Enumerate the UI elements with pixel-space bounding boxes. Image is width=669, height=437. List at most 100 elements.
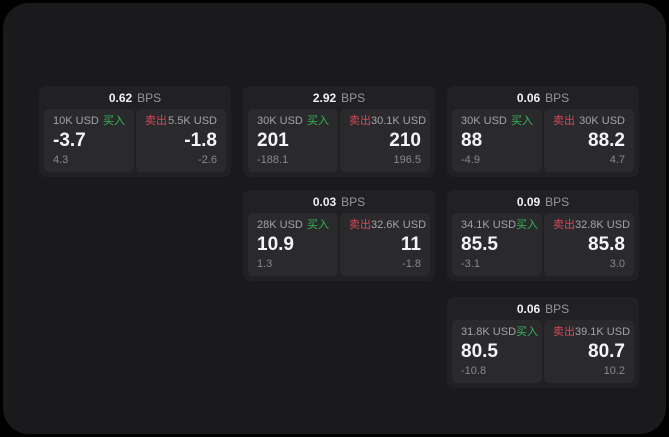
buy-panel[interactable]: 28K USD 买入 10.9 1.3 bbox=[248, 213, 338, 276]
buy-delta: -188.1 bbox=[257, 154, 289, 166]
buy-panel[interactable]: 34.1K USD 买入 85.5 -3.1 bbox=[452, 213, 542, 276]
bps-value: 0.06 bbox=[516, 301, 541, 316]
sell-top-row: 卖出 32.6K USD bbox=[349, 219, 426, 232]
card-body: 34.1K USD 买入 85.5 -3.1 卖出 32.8K USD 85.8… bbox=[452, 213, 634, 276]
buy-amount: 28K USD bbox=[257, 219, 303, 231]
sell-delta: 3.0 bbox=[609, 258, 625, 270]
quote-card[interactable]: 0.06 BPS 30K USD 买入 88 -4.9 卖出 30K USD 8… bbox=[447, 86, 639, 177]
buy-top-row: 30K USD 买入 bbox=[461, 115, 533, 128]
quote-card[interactable]: 0.06 BPS 31.8K USD 买入 80.5 -10.8 卖出 39.1… bbox=[447, 297, 639, 388]
sell-panel[interactable]: 卖出 32.8K USD 85.8 3.0 bbox=[544, 213, 634, 276]
sell-top-row: 卖出 5.5K USD bbox=[145, 115, 217, 128]
bps-header: 2.92 BPS bbox=[248, 86, 430, 109]
buy-amount: 30K USD bbox=[461, 115, 507, 127]
buy-amount: 30K USD bbox=[257, 115, 303, 127]
buy-amount: 31.8K USD bbox=[461, 326, 517, 338]
sell-amount: 39.1K USD bbox=[575, 326, 631, 338]
buy-side-label: 买入 bbox=[103, 115, 125, 127]
quote-card[interactable]: 0.62 BPS 10K USD 买入 -3.7 4.3 卖出 5.5K USD… bbox=[39, 86, 231, 177]
buy-side-label: 买入 bbox=[516, 326, 539, 338]
sell-amount: 5.5K USD bbox=[168, 115, 217, 127]
sell-delta: -1.8 bbox=[402, 258, 421, 270]
bps-value: 0.09 bbox=[516, 194, 541, 209]
sell-amount: 32.8K USD bbox=[575, 219, 631, 231]
sell-panel[interactable]: 卖出 5.5K USD -1.8 -2.6 bbox=[136, 109, 226, 172]
bps-header: 0.09 BPS bbox=[452, 190, 634, 213]
card-body: 31.8K USD 买入 80.5 -10.8 卖出 39.1K USD 80.… bbox=[452, 320, 634, 383]
buy-price: 80.5 bbox=[461, 341, 498, 362]
quote-card[interactable]: 0.09 BPS 34.1K USD 买入 85.5 -3.1 卖出 32.8K… bbox=[447, 190, 639, 281]
buy-top-row: 28K USD 买入 bbox=[257, 219, 329, 232]
sell-side-label: 卖出 bbox=[553, 326, 575, 338]
buy-delta: -4.9 bbox=[461, 154, 480, 166]
sell-top-row: 卖出 30.1K USD bbox=[349, 115, 426, 128]
sell-side-label: 卖出 bbox=[349, 219, 371, 231]
sell-side-label: 卖出 bbox=[553, 219, 575, 231]
sell-side-label: 卖出 bbox=[553, 115, 575, 127]
buy-top-row: 30K USD 买入 bbox=[257, 115, 329, 128]
buy-panel[interactable]: 30K USD 买入 201 -188.1 bbox=[248, 109, 338, 172]
buy-side-label: 买入 bbox=[516, 219, 539, 231]
buy-panel[interactable]: 31.8K USD 买入 80.5 -10.8 bbox=[452, 320, 542, 383]
card-body: 30K USD 买入 88 -4.9 卖出 30K USD 88.2 4.7 bbox=[452, 109, 634, 172]
app-window: 0.62 BPS 10K USD 买入 -3.7 4.3 卖出 5.5K USD… bbox=[3, 3, 666, 434]
buy-delta: -10.8 bbox=[461, 365, 487, 377]
buy-delta: -3.1 bbox=[461, 258, 480, 270]
sell-panel[interactable]: 卖出 39.1K USD 80.7 10.2 bbox=[544, 320, 634, 383]
buy-top-row: 31.8K USD 买入 bbox=[461, 326, 538, 339]
bps-value: 2.92 bbox=[312, 90, 337, 105]
sell-amount: 30K USD bbox=[579, 115, 625, 127]
buy-side-label: 买入 bbox=[307, 219, 329, 231]
buy-price: 88 bbox=[461, 130, 483, 151]
sell-amount: 32.6K USD bbox=[371, 219, 427, 231]
sell-price: 85.8 bbox=[588, 234, 625, 255]
card-body: 10K USD 买入 -3.7 4.3 卖出 5.5K USD -1.8 -2.… bbox=[44, 109, 226, 172]
sell-delta: 4.7 bbox=[609, 154, 625, 166]
bps-unit: BPS bbox=[545, 90, 570, 105]
buy-top-row: 34.1K USD 买入 bbox=[461, 219, 538, 232]
sell-panel[interactable]: 卖出 30K USD 88.2 4.7 bbox=[544, 109, 634, 172]
bps-value: 0.06 bbox=[516, 90, 541, 105]
sell-top-row: 卖出 39.1K USD bbox=[553, 326, 630, 339]
sell-delta: -2.6 bbox=[198, 154, 217, 166]
sell-delta: 10.2 bbox=[603, 365, 625, 377]
bps-value: 0.03 bbox=[312, 194, 337, 209]
sell-price: 210 bbox=[389, 130, 421, 151]
sell-delta: 196.5 bbox=[393, 154, 421, 166]
buy-price: 201 bbox=[257, 130, 289, 151]
buy-panel[interactable]: 30K USD 买入 88 -4.9 bbox=[452, 109, 542, 172]
buy-amount: 34.1K USD bbox=[461, 219, 517, 231]
buy-price: 85.5 bbox=[461, 234, 498, 255]
sell-amount: 30.1K USD bbox=[371, 115, 427, 127]
sell-price: -1.8 bbox=[184, 130, 217, 151]
bps-unit: BPS bbox=[341, 90, 366, 105]
sell-side-label: 卖出 bbox=[349, 115, 371, 127]
sell-price: 11 bbox=[400, 234, 421, 255]
sell-top-row: 卖出 32.8K USD bbox=[553, 219, 630, 232]
buy-top-row: 10K USD 买入 bbox=[53, 115, 125, 128]
bps-value: 0.62 bbox=[108, 90, 133, 105]
bps-unit: BPS bbox=[137, 90, 162, 105]
quote-card[interactable]: 0.03 BPS 28K USD 买入 10.9 1.3 卖出 32.6K US… bbox=[243, 190, 435, 281]
buy-amount: 10K USD bbox=[53, 115, 99, 127]
bps-header: 0.62 BPS bbox=[44, 86, 226, 109]
bps-header: 0.06 BPS bbox=[452, 297, 634, 320]
buy-price: -3.7 bbox=[53, 130, 86, 151]
sell-panel[interactable]: 卖出 32.6K USD 11 -1.8 bbox=[340, 213, 430, 276]
sell-side-label: 卖出 bbox=[145, 115, 167, 127]
bps-header: 0.03 BPS bbox=[248, 190, 430, 213]
buy-side-label: 买入 bbox=[511, 115, 533, 127]
bps-unit: BPS bbox=[545, 194, 570, 209]
buy-panel[interactable]: 10K USD 买入 -3.7 4.3 bbox=[44, 109, 134, 172]
buy-delta: 1.3 bbox=[257, 258, 273, 270]
buy-price: 10.9 bbox=[257, 234, 294, 255]
sell-panel[interactable]: 卖出 30.1K USD 210 196.5 bbox=[340, 109, 430, 172]
bps-unit: BPS bbox=[341, 194, 366, 209]
sell-top-row: 卖出 30K USD bbox=[553, 115, 625, 128]
bps-header: 0.06 BPS bbox=[452, 86, 634, 109]
bps-unit: BPS bbox=[545, 301, 570, 316]
sell-price: 80.7 bbox=[588, 341, 625, 362]
buy-delta: 4.3 bbox=[53, 154, 69, 166]
buy-side-label: 买入 bbox=[307, 115, 329, 127]
quote-card[interactable]: 2.92 BPS 30K USD 买入 201 -188.1 卖出 30.1K … bbox=[243, 86, 435, 177]
